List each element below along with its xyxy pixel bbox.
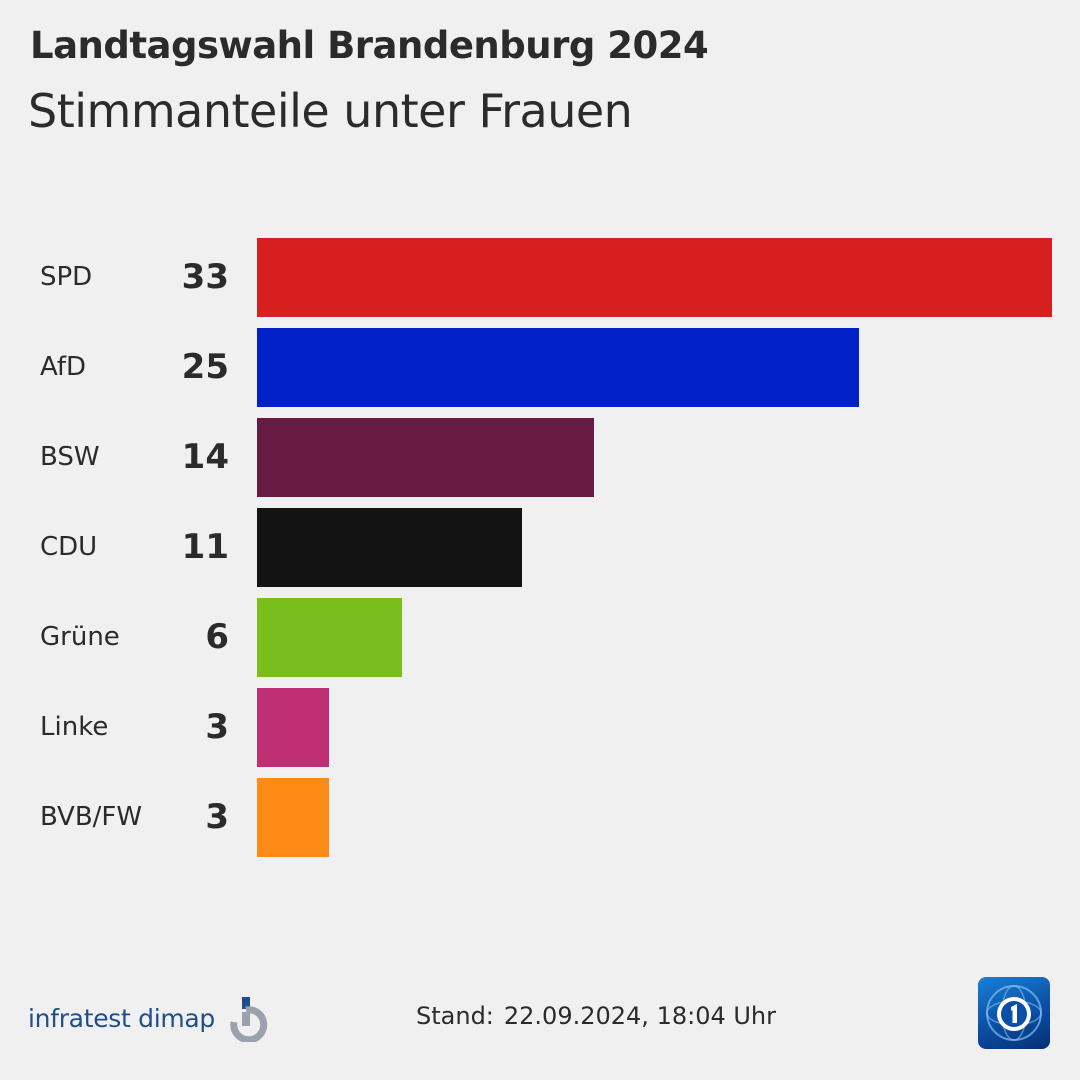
source-logo-text: infratest dimap — [28, 1003, 216, 1033]
party-label: AfD — [40, 352, 87, 382]
bar-row: BSW 14 — [0, 417, 1080, 497]
value-label: 33 — [181, 257, 229, 297]
bar-afd — [257, 328, 859, 407]
chart-title: Landtagswahl Brandenburg 2024 — [30, 24, 709, 67]
party-label: Grüne — [40, 622, 120, 652]
value-label: 3 — [205, 797, 229, 837]
party-label: CDU — [40, 532, 98, 562]
bar-linke — [257, 688, 329, 767]
value-label: 14 — [181, 437, 229, 477]
stand-label: Stand: — [416, 1002, 494, 1030]
bar-row: BVB/FW 3 — [0, 777, 1080, 857]
party-label: Linke — [40, 712, 109, 742]
chart-subtitle: Stimmanteile unter Frauen — [28, 84, 633, 138]
bar-row: Grüne 6 — [0, 597, 1080, 677]
bar-spd — [257, 238, 1052, 317]
bar-row: Linke 3 — [0, 687, 1080, 767]
bar-row: CDU 11 — [0, 507, 1080, 587]
bar-bvb-fw — [257, 778, 329, 857]
value-label: 6 — [205, 617, 229, 657]
bar-bsw — [257, 418, 594, 497]
bar-chart: SPD 33 AfD 25 BSW 14 CDU 11 Grüne 6 Linke 3 BVB/FW 3 — [0, 237, 1080, 867]
value-label: 11 — [181, 527, 229, 567]
bar-row: SPD 33 — [0, 237, 1080, 317]
bar-row: AfD 25 — [0, 327, 1080, 407]
party-label: SPD — [40, 262, 93, 292]
stand-timestamp: Stand: 22.09.2024, 18:04 Uhr — [416, 1002, 776, 1030]
tagesschau-icon — [986, 985, 1042, 1041]
infratest-dimap-logo: infratest dimap — [28, 994, 273, 1042]
value-label: 3 — [205, 707, 229, 747]
value-label: 25 — [181, 347, 229, 387]
party-label: BVB/FW — [40, 802, 143, 832]
stand-value: 22.09.2024, 18:04 Uhr — [503, 1002, 776, 1030]
bar-cdu — [257, 508, 522, 587]
infratest-dimap-icon — [230, 997, 268, 1042]
bar-gr-ne — [257, 598, 402, 677]
tagesschau-logo — [978, 977, 1050, 1049]
party-label: BSW — [40, 442, 100, 472]
